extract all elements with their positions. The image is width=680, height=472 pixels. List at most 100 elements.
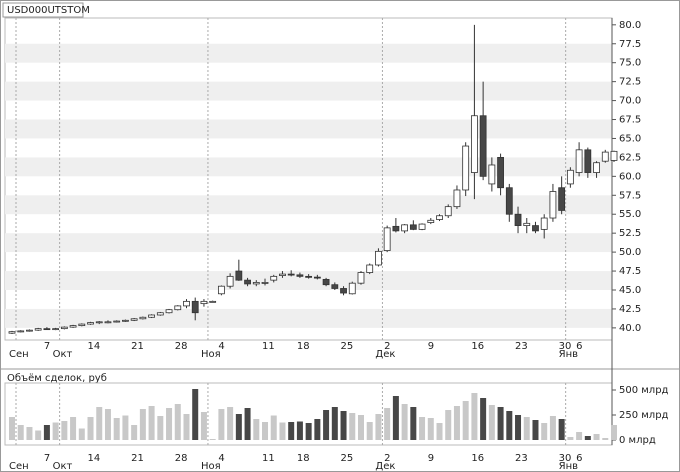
y-tick-label: 0 млрд — [619, 435, 656, 446]
volume-bar — [471, 393, 478, 440]
chart-title: USD000UTSTOM — [7, 5, 90, 16]
candle-body — [26, 329, 33, 332]
x-tick-label: 11 — [262, 341, 275, 352]
volume-bar — [314, 419, 321, 440]
volume-bar — [113, 418, 120, 440]
volume-bar — [611, 425, 617, 440]
y-tick-label: 45.0 — [619, 285, 641, 296]
volume-bar — [558, 419, 565, 440]
volume-bar — [436, 423, 443, 440]
volume-bar — [349, 413, 356, 440]
candle-body — [270, 275, 278, 281]
volume-bar — [497, 407, 504, 440]
candle-body — [523, 222, 531, 226]
candle-body — [235, 270, 243, 281]
volume-bar — [9, 417, 15, 440]
y-tick-label: 72.5 — [619, 77, 641, 88]
candle-body — [104, 321, 112, 324]
x-tick-label: 7 — [44, 453, 50, 464]
volume-bar — [192, 389, 199, 440]
volume-bar — [532, 420, 539, 440]
grid-band — [5, 233, 612, 253]
candle-body — [505, 187, 513, 215]
volume-bar — [427, 418, 434, 440]
month-label: Янв — [559, 349, 578, 360]
candle-body — [95, 321, 103, 324]
candle-body — [479, 115, 487, 177]
y-tick-label: 55.0 — [619, 209, 641, 220]
candle-body — [148, 314, 155, 318]
candle-body — [409, 224, 417, 230]
volume-bar — [515, 415, 522, 440]
candle-body — [209, 300, 217, 303]
x-tick-label: 23 — [515, 341, 528, 352]
volume-bar — [576, 432, 583, 440]
month-label: Сен — [9, 461, 29, 472]
candle-body — [296, 274, 304, 277]
y-tick-label: 500 млрд — [619, 385, 669, 396]
candle-body — [200, 300, 208, 305]
volume-bar — [340, 411, 347, 440]
volume-bar — [541, 423, 548, 440]
candle-body — [427, 219, 435, 223]
y-tick-label: 40.0 — [619, 323, 641, 334]
month-label: Янв — [559, 461, 578, 472]
volume-bar — [227, 407, 234, 440]
volume-bar — [296, 421, 303, 440]
volume-title: Объём сделок, руб — [7, 373, 107, 384]
month-label: Ноя — [201, 349, 221, 360]
candle-body — [383, 227, 391, 251]
candle-body — [462, 145, 470, 191]
volume-bar — [401, 404, 408, 440]
candle-body — [366, 264, 374, 273]
volume-bar — [279, 422, 286, 440]
y-tick-label: 80.0 — [619, 20, 641, 31]
x-tick-label: 16 — [471, 453, 484, 464]
x-tick-label: 4 — [218, 453, 224, 464]
month-label: Сен — [9, 349, 29, 360]
x-tick-label: 6 — [576, 341, 582, 352]
candle-body — [287, 273, 295, 276]
candle-body — [514, 213, 522, 226]
volume-bar — [200, 412, 207, 440]
candle-body — [313, 276, 321, 279]
volume-bar — [17, 425, 24, 440]
volume-bar — [35, 430, 42, 440]
volume-bar — [392, 396, 399, 440]
y-tick-label: 77.5 — [619, 39, 641, 50]
x-tick-label: 18 — [297, 341, 310, 352]
volume-bar — [593, 434, 600, 440]
y-tick-label: 70.0 — [619, 96, 641, 107]
x-tick-label: 21 — [131, 453, 144, 464]
volume-bar — [462, 401, 469, 440]
volume-bar — [166, 408, 173, 440]
volume-bar — [52, 422, 59, 440]
volume-bar — [331, 407, 338, 440]
volume-bar — [78, 428, 85, 440]
volume-bar — [104, 409, 111, 440]
volume-bar — [70, 417, 77, 440]
candle-body — [322, 278, 330, 286]
candle-body — [497, 157, 504, 189]
x-tick-label: 23 — [515, 453, 528, 464]
y-tick-label: 42.5 — [619, 304, 641, 315]
volume-bar — [305, 423, 312, 440]
volume-bar — [523, 417, 530, 440]
candle-body — [444, 206, 452, 217]
x-tick-label: 9 — [428, 453, 434, 464]
volume-bar — [139, 409, 146, 440]
volume-bar — [209, 439, 216, 440]
candle-body — [156, 312, 164, 316]
y-tick-label: 50.0 — [619, 247, 641, 258]
volume-bar — [366, 422, 373, 440]
month-label: Ноя — [201, 461, 221, 472]
candle-body — [488, 164, 496, 185]
x-tick-label: 18 — [297, 453, 310, 464]
candle-body — [244, 279, 251, 285]
candle-body — [540, 217, 548, 230]
x-tick-label: 25 — [341, 341, 354, 352]
y-tick-label: 75.0 — [619, 58, 641, 69]
volume-bar — [26, 427, 33, 440]
candle-body — [226, 275, 234, 287]
